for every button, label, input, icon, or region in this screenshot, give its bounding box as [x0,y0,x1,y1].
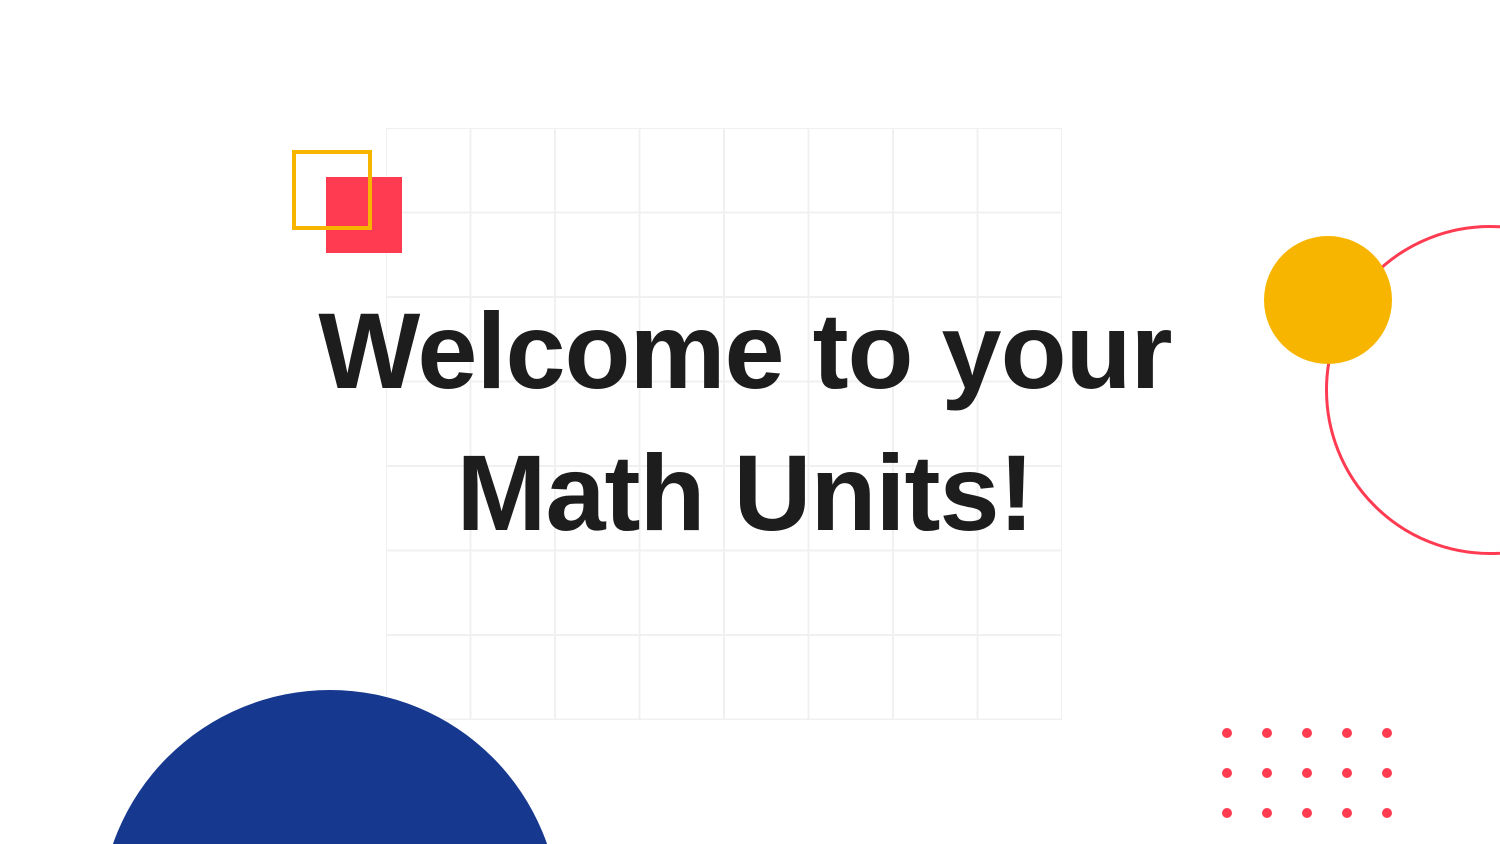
dot-icon [1382,808,1392,818]
dot-icon [1222,768,1232,778]
yellow-circle-shape [1264,236,1392,364]
dot-icon [1262,768,1272,778]
dot-icon [1302,768,1312,778]
dot-icon [1222,808,1232,818]
dot-icon [1342,728,1352,738]
red-dot-grid [1222,728,1392,818]
dot-icon [1382,768,1392,778]
dot-icon [1262,808,1272,818]
dot-icon [1302,808,1312,818]
headline-line-1: Welcome to your [215,280,1275,422]
headline-line-2: Math Units! [215,422,1275,564]
dot-icon [1262,728,1272,738]
dot-icon [1222,728,1232,738]
dot-icon [1342,768,1352,778]
yellow-square-outline-shape [292,150,372,230]
dot-icon [1302,728,1312,738]
slide-canvas: Welcome to your Math Units! [0,0,1500,844]
dot-icon [1342,808,1352,818]
dot-icon [1382,728,1392,738]
headline: Welcome to your Math Units! [215,280,1275,564]
